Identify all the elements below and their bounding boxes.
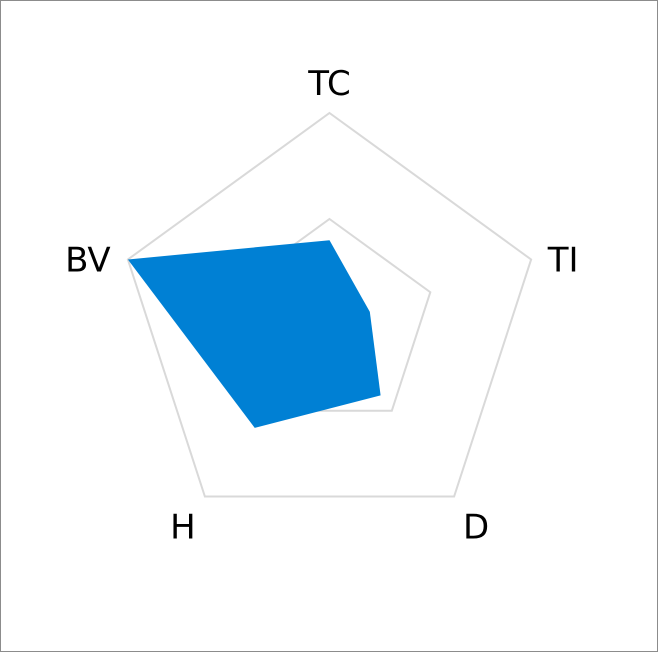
series-area-0 xyxy=(127,240,381,428)
axis-label-d: D xyxy=(463,508,489,548)
axis-label-bv: BV xyxy=(65,240,111,280)
axis-label-ti: TI xyxy=(547,240,579,280)
axis-label-tc: TC xyxy=(307,64,351,104)
grid-ring-1 xyxy=(126,111,533,498)
axis-label-h: H xyxy=(170,508,196,548)
